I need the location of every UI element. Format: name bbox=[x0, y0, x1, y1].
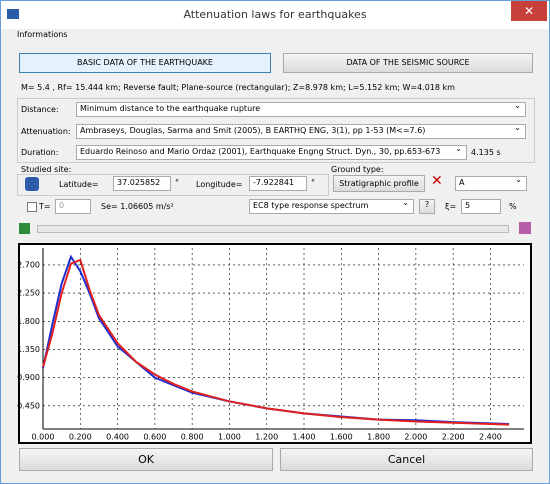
x-tick-label: 1.000 bbox=[218, 433, 241, 442]
checkbox[interactable] bbox=[27, 202, 37, 212]
group-label: Studied site: bbox=[21, 165, 72, 174]
input[interactable]: 37.025852 bbox=[113, 176, 171, 191]
group bbox=[17, 98, 535, 163]
x-tick-label: 1.200 bbox=[255, 433, 278, 442]
group-label: Ground type: bbox=[331, 165, 384, 174]
select[interactable]: A bbox=[455, 176, 527, 191]
y-tick-label: 2.250 bbox=[17, 289, 40, 298]
input[interactable]: 5 bbox=[461, 199, 501, 214]
x-tick-label: 0.000 bbox=[32, 433, 55, 442]
tab-button[interactable]: DATA OF THE SEISMIC SOURCE bbox=[283, 53, 533, 73]
field-label: ξ= bbox=[445, 202, 457, 211]
select[interactable]: Minimum distance to the earthquake ruptu… bbox=[76, 102, 526, 117]
x-tick-label: 2.000 bbox=[404, 433, 427, 442]
plot-frame bbox=[18, 243, 532, 444]
globe-button[interactable] bbox=[25, 177, 39, 191]
field-label: T= bbox=[39, 202, 51, 211]
y-tick-label: 1.800 bbox=[17, 317, 40, 326]
x-tick-label: 2.200 bbox=[442, 433, 465, 442]
slider[interactable] bbox=[37, 225, 509, 233]
select[interactable]: Ambraseys, Douglas, Sarma and Smit (2005… bbox=[76, 124, 526, 139]
x-tick-label: 1.800 bbox=[367, 433, 390, 442]
x-tick-label: 1.600 bbox=[330, 433, 353, 442]
input[interactable]: -7.922841 bbox=[249, 176, 307, 191]
y-tick-label: 0.450 bbox=[17, 401, 40, 410]
select[interactable]: Eduardo Reinoso and Mario Ordaz (2001), … bbox=[76, 145, 467, 160]
y-tick-label: 2.700 bbox=[17, 260, 40, 269]
unit: ° bbox=[175, 178, 179, 187]
unit: ° bbox=[311, 178, 315, 187]
x-tick-label: 2.400 bbox=[479, 433, 502, 442]
x-tick-label: 1.400 bbox=[293, 433, 316, 442]
x-tick-label: 0.800 bbox=[181, 433, 204, 442]
se-value: Se= 1.06605 m/s² bbox=[101, 202, 174, 211]
series-line bbox=[42, 258, 510, 426]
duration-value: 4.135 s bbox=[471, 148, 501, 157]
field-label: Distance: bbox=[21, 105, 59, 114]
info-text: M= 5.4 , Rf= 15.444 km; Reverse fault; P… bbox=[21, 83, 455, 92]
field-label: Attenuation: bbox=[21, 127, 71, 136]
title-bar bbox=[1, 1, 549, 29]
input[interactable]: 0 bbox=[55, 199, 91, 214]
delete-button[interactable]: ✕ bbox=[431, 173, 443, 189]
field-label: Duration: bbox=[21, 148, 59, 157]
help-button[interactable]: ? bbox=[419, 199, 435, 214]
menu-item[interactable]: Informations bbox=[17, 30, 68, 39]
y-tick-label: 0.900 bbox=[17, 373, 40, 382]
field-label: Latitude= bbox=[59, 180, 99, 189]
y-tick-label: 1.350 bbox=[17, 345, 40, 354]
x-tick-label: 0.400 bbox=[106, 433, 129, 442]
excel-button[interactable] bbox=[19, 223, 30, 234]
close-button[interactable]: ✕ bbox=[511, 1, 547, 21]
group bbox=[17, 174, 329, 196]
profile-button[interactable]: Stratigraphic profile bbox=[333, 175, 425, 192]
x-tick-label: 0.200 bbox=[69, 433, 92, 442]
tab-button[interactable]: BASIC DATA OF THE EARTHQUAKE bbox=[19, 53, 271, 73]
chart-button[interactable] bbox=[519, 222, 531, 234]
cancel-button[interactable]: Cancel bbox=[280, 448, 533, 471]
ok-button[interactable]: OK bbox=[19, 448, 273, 471]
field-label: Longitude= bbox=[196, 180, 243, 189]
unit: % bbox=[509, 202, 517, 211]
x-tick-label: 0.600 bbox=[143, 433, 166, 442]
select[interactable]: EC8 type response spectrum bbox=[249, 199, 414, 214]
window-title: Attenuation laws for earthquakes bbox=[183, 8, 367, 21]
app-icon bbox=[7, 9, 19, 19]
